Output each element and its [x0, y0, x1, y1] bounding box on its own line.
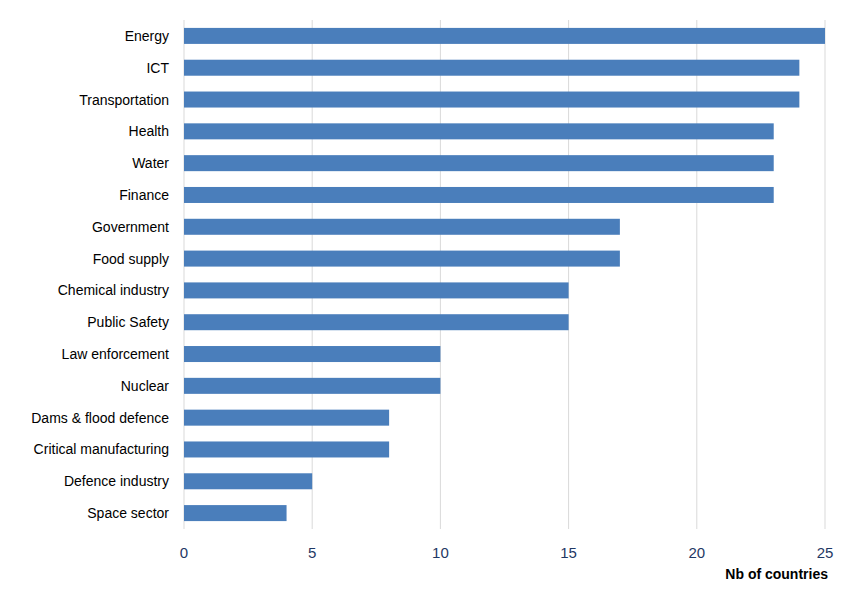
bar: [184, 314, 569, 330]
category-label: Space sector: [87, 505, 169, 521]
axis-label: Nb of countries: [725, 566, 828, 582]
bar: [184, 441, 389, 457]
bar: [184, 378, 440, 394]
category-label: Defence industry: [64, 473, 169, 489]
grid-line: [825, 20, 826, 529]
bar: [184, 473, 312, 489]
category-label: Chemical industry: [58, 282, 169, 298]
tick-label: 25: [817, 544, 834, 561]
category-label: Energy: [125, 28, 169, 44]
category-label: ICT: [146, 60, 169, 76]
bar: [184, 28, 825, 44]
bar: [184, 505, 287, 521]
chart-svg: 0 5 10 15 20 25 Energy ICT Transportation Health W…: [0, 0, 857, 592]
bar: [184, 155, 774, 171]
category-label: Finance: [119, 187, 169, 203]
grid: [184, 20, 825, 529]
bar: [184, 410, 389, 426]
bars: [184, 28, 825, 521]
category-label: Food supply: [93, 251, 169, 267]
tick-label: 0: [180, 544, 188, 561]
category-label: Water: [132, 155, 169, 171]
bar: [184, 219, 620, 235]
category-label: Public Safety: [87, 314, 169, 330]
category-label: Government: [92, 219, 169, 235]
chart-container: 0 5 10 15 20 25 Energy ICT Transportation Health W…: [0, 0, 857, 592]
bar: [184, 92, 799, 108]
bar: [184, 187, 774, 203]
bar: [184, 123, 774, 139]
category-label: Health: [129, 123, 169, 139]
bar: [184, 282, 569, 298]
bar: [184, 60, 799, 76]
category-label: Critical manufacturing: [34, 441, 169, 457]
category-label: Dams & flood defence: [31, 410, 169, 426]
bar: [184, 251, 620, 267]
category-label: Transportation: [79, 92, 169, 108]
tick-label: 15: [560, 544, 577, 561]
tick-label: 5: [308, 544, 316, 561]
category-label: Law enforcement: [62, 346, 170, 362]
category-label: Nuclear: [121, 378, 170, 394]
bar: [184, 346, 440, 362]
tick-label: 20: [688, 544, 705, 561]
tick-label: 10: [432, 544, 449, 561]
